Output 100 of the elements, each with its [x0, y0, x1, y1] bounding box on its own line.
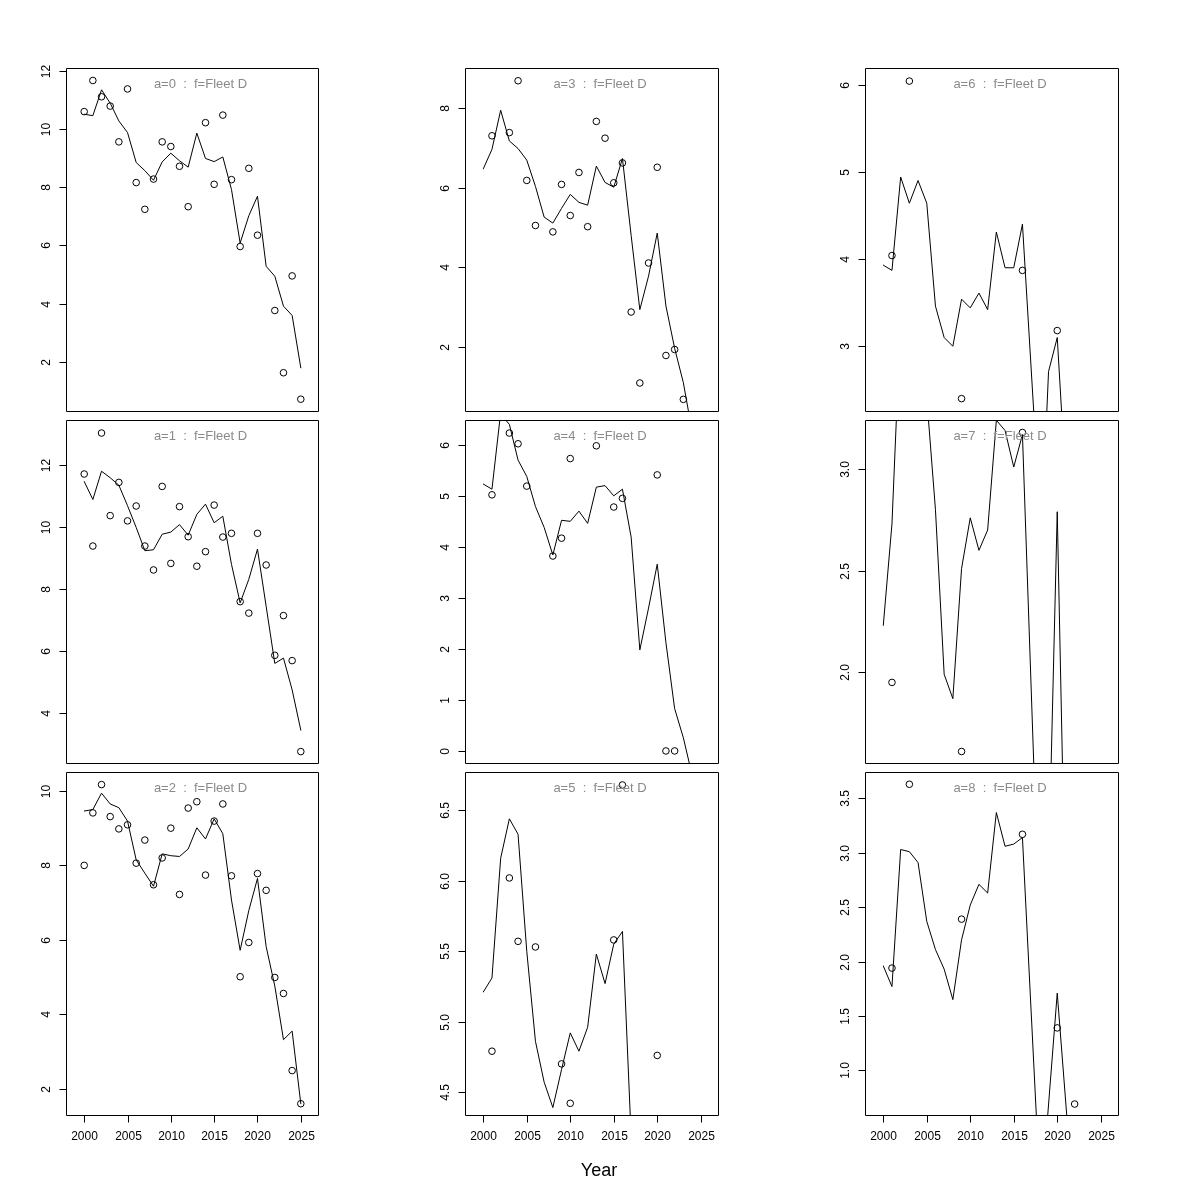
y-tick-label: 6	[38, 936, 53, 944]
x-tick-label: 2010	[158, 1128, 186, 1143]
point	[514, 439, 522, 448]
y-tick-label: 8	[437, 104, 452, 112]
point	[175, 162, 184, 171]
point	[288, 272, 296, 280]
point	[253, 869, 262, 878]
text: a=6 : f=Fleet D	[953, 75, 1047, 91]
point	[227, 872, 236, 880]
point	[132, 859, 140, 867]
y-tick-label: 8	[38, 585, 53, 593]
y-tick-label: 12	[38, 458, 53, 473]
point	[271, 306, 279, 315]
point	[957, 394, 966, 403]
point	[80, 107, 88, 116]
x-tick-label: 2000	[870, 1128, 898, 1143]
point	[106, 812, 114, 821]
text: a=3 : f=Fleet D	[553, 75, 647, 91]
point	[227, 175, 236, 184]
point	[514, 937, 522, 946]
point	[1018, 830, 1027, 839]
point	[288, 1066, 296, 1075]
y-tick-label: 6.5	[437, 801, 452, 819]
point	[132, 178, 140, 187]
point	[531, 943, 540, 951]
point	[957, 915, 966, 923]
point	[175, 502, 184, 511]
point	[905, 780, 914, 789]
text: a=8 : f=Fleet D	[953, 779, 1047, 795]
y-tick-label: 3	[437, 594, 452, 602]
y-tick-label: 4	[837, 255, 852, 263]
y-tick-label: 4	[437, 263, 452, 271]
x-tick-label: 2000	[470, 1128, 498, 1143]
point	[522, 176, 531, 185]
y-tick-label: 5	[837, 168, 852, 176]
point	[227, 529, 236, 538]
point	[609, 503, 618, 511]
point	[670, 747, 679, 755]
y-tick-label: 10	[38, 520, 53, 535]
y-tick-label: 3.0	[837, 460, 852, 478]
y-tick-label: 0	[437, 747, 452, 755]
point	[253, 529, 262, 538]
x-tick-label: 2005	[514, 1128, 542, 1143]
x-tick-label: 2025	[288, 1128, 316, 1143]
point	[1053, 326, 1062, 335]
point	[566, 1099, 575, 1108]
point	[618, 159, 627, 167]
point	[522, 482, 531, 490]
point	[219, 533, 227, 541]
point	[592, 117, 601, 126]
y-tick-label: 4	[38, 300, 53, 308]
point	[97, 429, 106, 437]
y-tick-label: 2.5	[837, 562, 852, 580]
x-tick-label: 2000	[71, 1128, 99, 1143]
point	[106, 511, 114, 520]
point	[80, 470, 88, 478]
point	[262, 886, 270, 895]
point	[80, 861, 88, 870]
point	[106, 102, 114, 110]
y-tick-label: 6	[437, 441, 452, 449]
point	[1070, 1100, 1079, 1108]
point	[583, 222, 592, 231]
point	[670, 345, 679, 354]
point	[219, 800, 227, 808]
point	[89, 76, 97, 85]
point	[141, 836, 149, 844]
point	[245, 164, 253, 173]
point	[549, 552, 557, 560]
point	[592, 442, 601, 450]
point	[662, 351, 670, 360]
point	[514, 76, 522, 85]
point	[201, 118, 210, 127]
x-tick-label: 2020	[644, 1128, 672, 1143]
point	[557, 534, 566, 542]
x-tick-label: 2005	[914, 1128, 942, 1143]
y-tick-label: 6	[38, 241, 53, 249]
x-tick-label: 2020	[1044, 1128, 1072, 1143]
point	[279, 611, 288, 620]
point	[905, 77, 914, 85]
y-tick-label: 1.0	[837, 1061, 852, 1079]
y-tick-label: 4	[38, 1010, 53, 1018]
point	[888, 251, 896, 260]
point	[149, 175, 158, 183]
point	[679, 395, 688, 404]
y-tick-label: 12	[38, 64, 53, 79]
point	[115, 138, 123, 146]
text: a=4 : f=Fleet D	[553, 427, 647, 443]
point	[158, 482, 166, 491]
point	[279, 989, 288, 998]
point	[123, 821, 132, 829]
text: a=2 : f=Fleet D	[153, 779, 248, 795]
point	[271, 973, 279, 982]
x-tick-label: 2025	[688, 1128, 716, 1143]
y-tick-label: 1	[437, 696, 452, 704]
point	[566, 454, 575, 463]
point	[236, 597, 244, 606]
point	[193, 797, 201, 806]
x-axis-title: Year	[580, 1159, 618, 1180]
x-tick-label: 2015	[201, 1128, 229, 1143]
point	[158, 138, 166, 146]
